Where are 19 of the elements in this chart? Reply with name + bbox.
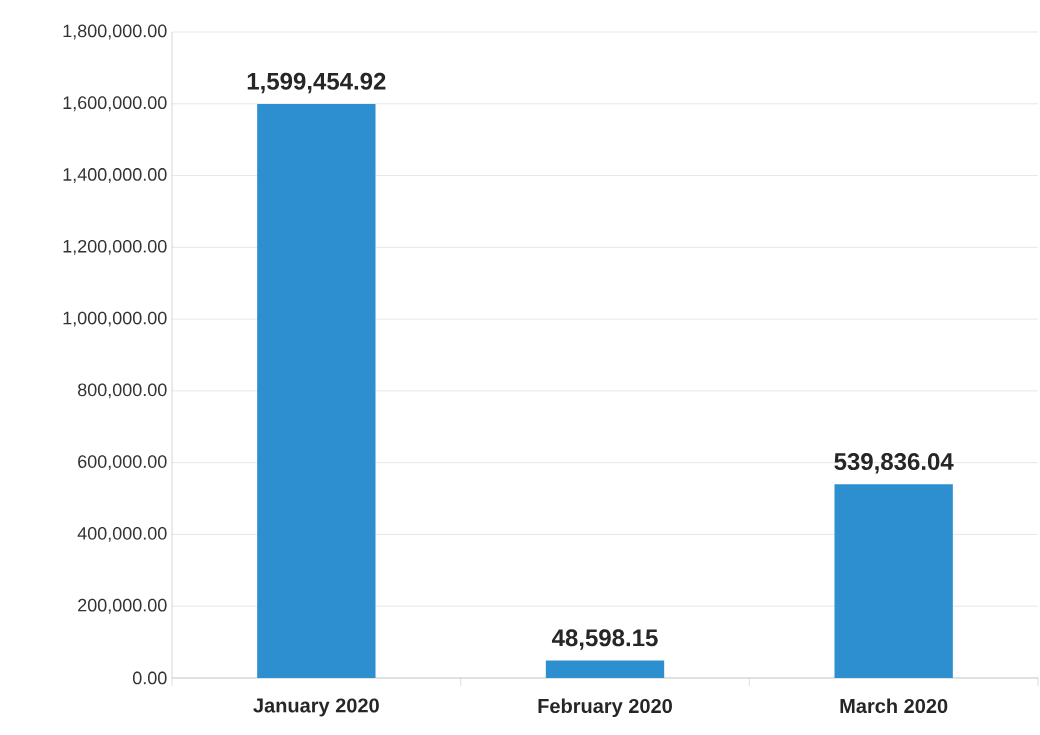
x-tick-label: March 2020 bbox=[840, 698, 948, 714]
y-tick-label: 1,000,000.00 bbox=[63, 311, 167, 327]
y-tick-label: 400,000.00 bbox=[77, 527, 167, 542]
y-tick-label: 1,200,000.00 bbox=[63, 239, 167, 255]
data-label: 1,599,454.92 bbox=[247, 72, 386, 94]
y-tick-label: 0.00 bbox=[132, 671, 167, 685]
bar bbox=[834, 484, 953, 678]
y-tick-label: 600,000.00 bbox=[78, 455, 167, 471]
y-tick-label: 200,000.00 bbox=[78, 598, 167, 614]
bar bbox=[257, 103, 376, 678]
x-tick-label: February 2020 bbox=[538, 698, 672, 718]
x-tick-label: January 2020 bbox=[253, 698, 379, 717]
y-tick-label: 1,800,000.00 bbox=[63, 24, 167, 40]
y-tick-label: 1,600,000.00 bbox=[63, 96, 167, 112]
bar bbox=[545, 660, 665, 678]
data-label: 539,836.04 bbox=[834, 453, 954, 474]
y-tick-label: 1,400,000.00 bbox=[63, 168, 167, 183]
data-label: 48,598.15 bbox=[551, 629, 658, 650]
y-tick-label: 800,000.00 bbox=[77, 383, 167, 399]
